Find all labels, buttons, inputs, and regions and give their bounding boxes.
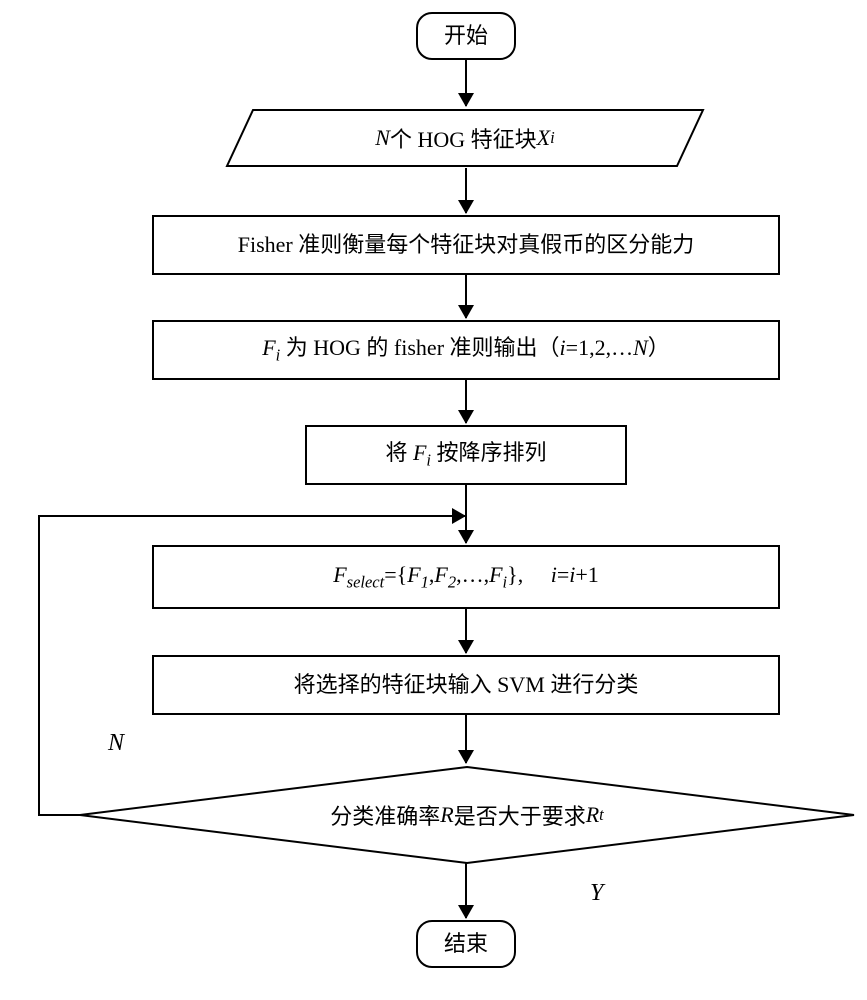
- no-label: N: [108, 730, 124, 757]
- process-svm: 将选择的特征块输入 SVM 进行分类: [152, 655, 780, 715]
- process-svm-text: 将选择的特征块输入 SVM 进行分类: [294, 671, 639, 700]
- yes-label: Y: [590, 880, 603, 907]
- arrow-p1-p2: [465, 275, 467, 318]
- process-select: Fselect={F1,F2,…,Fi}, i=i+1: [152, 545, 780, 609]
- process-select-text: Fselect={F1,F2,…,Fi}, i=i+1: [333, 561, 599, 593]
- process-fisher-text: Fisher 准则衡量每个特征块对真假币的区分能力: [238, 231, 695, 260]
- process-fi-output: Fi 为 HOG 的 fisher 准则输出（i=1,2,…N）: [152, 320, 780, 380]
- process-fisher: Fisher 准则衡量每个特征块对真假币的区分能力: [152, 215, 780, 275]
- arrow-start-input: [465, 60, 467, 106]
- input-node: N 个 HOG 特征块 Xi: [225, 108, 705, 168]
- end-node: 结束: [416, 920, 516, 968]
- start-text: 开始: [444, 22, 488, 51]
- arrow-p5-decision: [465, 715, 467, 763]
- process-sort-text: 将 Fi 按降序排列: [385, 439, 546, 471]
- decision-text: 分类准确率 R 是否大于要求 Rt: [78, 765, 856, 865]
- flowchart-container: 开始 N 个 HOG 特征块 Xi Fisher 准则衡量每个特征块对真假币的区…: [0, 0, 867, 1000]
- start-node: 开始: [416, 12, 516, 60]
- process-fi-output-text: Fi 为 HOG 的 fisher 准则输出（i=1,2,…N）: [262, 334, 670, 366]
- line-loop-up: [38, 515, 40, 816]
- decision-node: 分类准确率 R 是否大于要求 Rt: [78, 765, 856, 865]
- arrow-loop-merge: [38, 515, 465, 517]
- arrow-merge-p4: [465, 515, 467, 543]
- arrow-p4-p5: [465, 609, 467, 653]
- arrow-input-p1: [465, 168, 467, 213]
- end-text: 结束: [444, 930, 488, 959]
- arrow-decision-end: [465, 863, 467, 918]
- line-loop-left: [38, 814, 80, 816]
- arrow-p2-p3: [465, 380, 467, 423]
- process-sort: 将 Fi 按降序排列: [305, 425, 627, 485]
- input-text: N 个 HOG 特征块 Xi: [225, 108, 705, 168]
